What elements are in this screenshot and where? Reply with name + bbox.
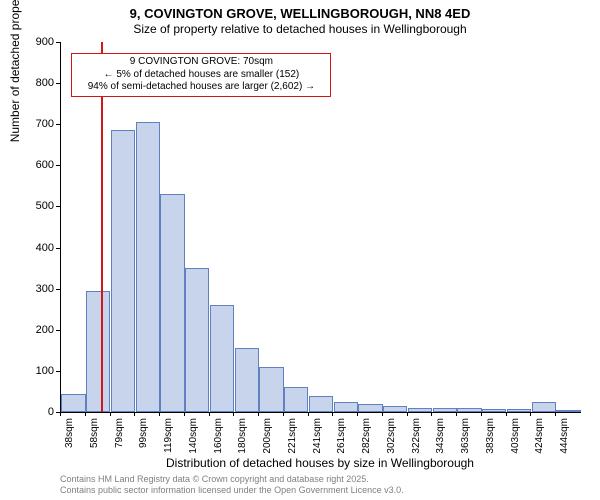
histogram-bar (309, 396, 333, 412)
xtick-mark (159, 412, 160, 416)
footer-line2: Contains public sector information licen… (60, 485, 404, 496)
xtick-mark (184, 412, 185, 416)
chart-title-main: 9, COVINGTON GROVE, WELLINGBOROUGH, NN8 … (0, 6, 600, 21)
xtick-mark (506, 412, 507, 416)
xtick-mark (332, 412, 333, 416)
annotation-line2: ← 5% of detached houses are smaller (152… (78, 69, 324, 82)
xtick-label: 261sqm (336, 418, 347, 478)
ytick-mark (56, 42, 60, 43)
chart-title-sub: Size of property relative to detached ho… (0, 22, 600, 36)
ytick-label: 100 (14, 365, 54, 377)
xtick-mark (110, 412, 111, 416)
histogram-bar (235, 348, 259, 412)
ytick-mark (56, 248, 60, 249)
ytick-label: 600 (14, 159, 54, 171)
xtick-mark (530, 412, 531, 416)
xtick-mark (233, 412, 234, 416)
histogram-bar (160, 194, 184, 412)
xtick-mark (456, 412, 457, 416)
xtick-label: 221sqm (287, 418, 298, 478)
ytick-label: 700 (14, 118, 54, 130)
xtick-mark (407, 412, 408, 416)
xtick-label: 140sqm (188, 418, 199, 478)
xtick-mark (382, 412, 383, 416)
ytick-label: 300 (14, 283, 54, 295)
histogram-bar (210, 305, 234, 412)
histogram-bar (185, 268, 209, 412)
xtick-mark (481, 412, 482, 416)
histogram-bar (457, 408, 481, 412)
xtick-mark (283, 412, 284, 416)
ytick-mark (56, 371, 60, 372)
histogram-bar (334, 402, 358, 412)
histogram-bar (111, 130, 135, 412)
xtick-label: 160sqm (213, 418, 224, 478)
xtick-label: 79sqm (114, 418, 125, 478)
xtick-label: 403sqm (510, 418, 521, 478)
xtick-label: 383sqm (485, 418, 496, 478)
xtick-label: 38sqm (64, 418, 75, 478)
histogram-bar (136, 122, 160, 412)
ytick-label: 0 (14, 406, 54, 418)
annotation-line1: 9 COVINGTON GROVE: 70sqm (78, 56, 324, 69)
xtick-mark (258, 412, 259, 416)
histogram-bar (507, 409, 531, 412)
xtick-label: 444sqm (559, 418, 570, 478)
histogram-bar (284, 387, 308, 412)
histogram-bar (532, 402, 556, 412)
xtick-mark (308, 412, 309, 416)
xtick-label: 424sqm (534, 418, 545, 478)
xtick-mark (209, 412, 210, 416)
ytick-label: 800 (14, 77, 54, 89)
xtick-label: 200sqm (262, 418, 273, 478)
xtick-mark (85, 412, 86, 416)
xtick-label: 58sqm (89, 418, 100, 478)
ytick-mark (56, 206, 60, 207)
histogram-bar (408, 408, 432, 412)
ytick-mark (56, 289, 60, 290)
xtick-label: 343sqm (435, 418, 446, 478)
histogram-bar (482, 409, 506, 412)
histogram-bar (86, 291, 110, 412)
xtick-label: 180sqm (237, 418, 248, 478)
histogram-bar (259, 367, 283, 412)
histogram-bar (433, 408, 457, 412)
xtick-label: 302sqm (386, 418, 397, 478)
ytick-mark (56, 83, 60, 84)
xtick-mark (60, 412, 61, 416)
xtick-mark (357, 412, 358, 416)
histogram-bar (358, 404, 382, 412)
xtick-label: 99sqm (138, 418, 149, 478)
histogram-bar (61, 394, 85, 413)
ytick-label: 200 (14, 324, 54, 336)
ytick-label: 900 (14, 36, 54, 48)
annotation-line3: 94% of semi-detached houses are larger (… (78, 81, 324, 94)
xtick-mark (555, 412, 556, 416)
ytick-mark (56, 165, 60, 166)
ytick-mark (56, 124, 60, 125)
xtick-label: 119sqm (163, 418, 174, 478)
histogram-bar (556, 410, 580, 412)
plot-area: 9 COVINGTON GROVE: 70sqm ← 5% of detache… (60, 42, 581, 413)
footer-line1: Contains HM Land Registry data © Crown c… (60, 474, 404, 485)
footer-attribution: Contains HM Land Registry data © Crown c… (60, 474, 404, 496)
reference-marker-line (101, 42, 103, 412)
ytick-label: 400 (14, 242, 54, 254)
xtick-mark (431, 412, 432, 416)
xtick-label: 241sqm (312, 418, 323, 478)
xtick-label: 322sqm (411, 418, 422, 478)
xtick-mark (134, 412, 135, 416)
annotation-box: 9 COVINGTON GROVE: 70sqm ← 5% of detache… (71, 53, 331, 97)
ytick-mark (56, 330, 60, 331)
histogram-bar (383, 406, 407, 412)
xtick-label: 363sqm (460, 418, 471, 478)
xtick-label: 282sqm (361, 418, 372, 478)
ytick-label: 500 (14, 200, 54, 212)
